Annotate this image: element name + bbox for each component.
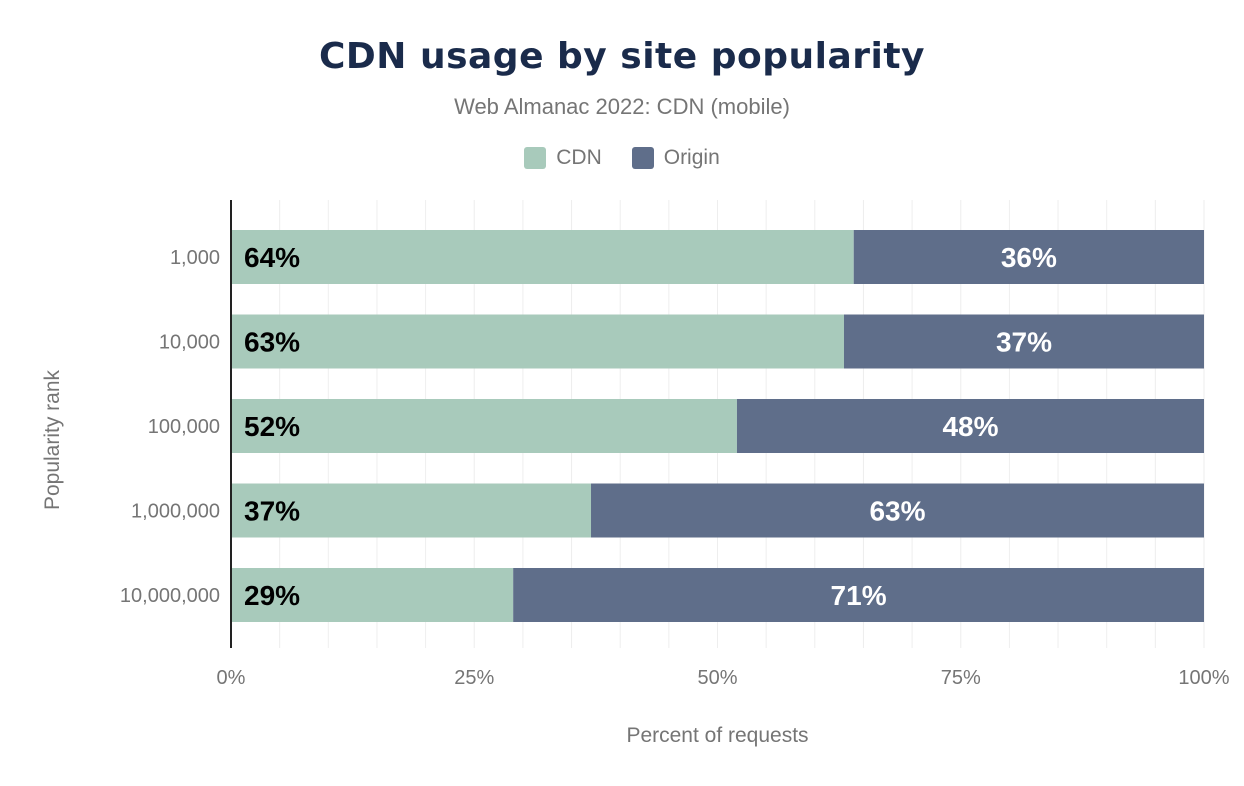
- bar-origin: [591, 483, 1204, 538]
- data-label: 52%: [244, 411, 300, 442]
- legend: CDN Origin: [0, 146, 1244, 170]
- legend-item-origin[interactable]: Origin: [631, 146, 720, 170]
- bar-cdn: [231, 483, 592, 538]
- chart-title: CDN usage by site popularity: [318, 36, 926, 77]
- bar-origin: [853, 230, 1204, 284]
- bar-origin: [843, 314, 1204, 369]
- legend-swatch-cdn: [524, 147, 547, 169]
- x-tick-label: 50%: [697, 667, 737, 689]
- y-tick-label: 100,000: [148, 416, 220, 438]
- x-tick-label: 75%: [941, 667, 981, 689]
- data-label: 71%: [831, 580, 887, 611]
- legend-label-cdn: CDN: [556, 146, 602, 169]
- y-tick-label: 1,000,000: [131, 501, 220, 523]
- bar-cdn: [231, 568, 514, 622]
- y-axis-label: Popularity rank: [41, 369, 64, 510]
- bar-origin: [513, 568, 1204, 622]
- chart-subtitle: Web Almanac 2022: CDN (mobile): [454, 94, 790, 119]
- y-tick-label: 10,000,000: [120, 585, 220, 607]
- y-tick-label: 10,000: [159, 332, 220, 354]
- bar-cdn: [231, 230, 854, 284]
- data-label: 63%: [869, 496, 925, 527]
- x-tick-label: 25%: [454, 667, 494, 689]
- bar-cdn: [231, 314, 844, 369]
- data-label: 63%: [244, 327, 300, 358]
- bar-cdn: [231, 399, 737, 453]
- data-label: 37%: [996, 327, 1052, 358]
- x-tick-label: 0%: [217, 667, 246, 689]
- data-label: 36%: [1001, 242, 1057, 273]
- x-axis-label: Percent of requests: [626, 724, 808, 747]
- legend-swatch-origin: [631, 147, 654, 169]
- data-label: 29%: [244, 580, 300, 611]
- legend-label-origin: Origin: [663, 146, 720, 169]
- legend-item-cdn[interactable]: CDN: [524, 146, 602, 170]
- y-tick-label: 1,000: [170, 247, 220, 269]
- data-label: 37%: [244, 496, 300, 527]
- data-label: 48%: [942, 411, 998, 442]
- data-label: 64%: [244, 242, 300, 273]
- x-tick-label: 100%: [1178, 667, 1229, 689]
- bar-origin: [736, 399, 1204, 453]
